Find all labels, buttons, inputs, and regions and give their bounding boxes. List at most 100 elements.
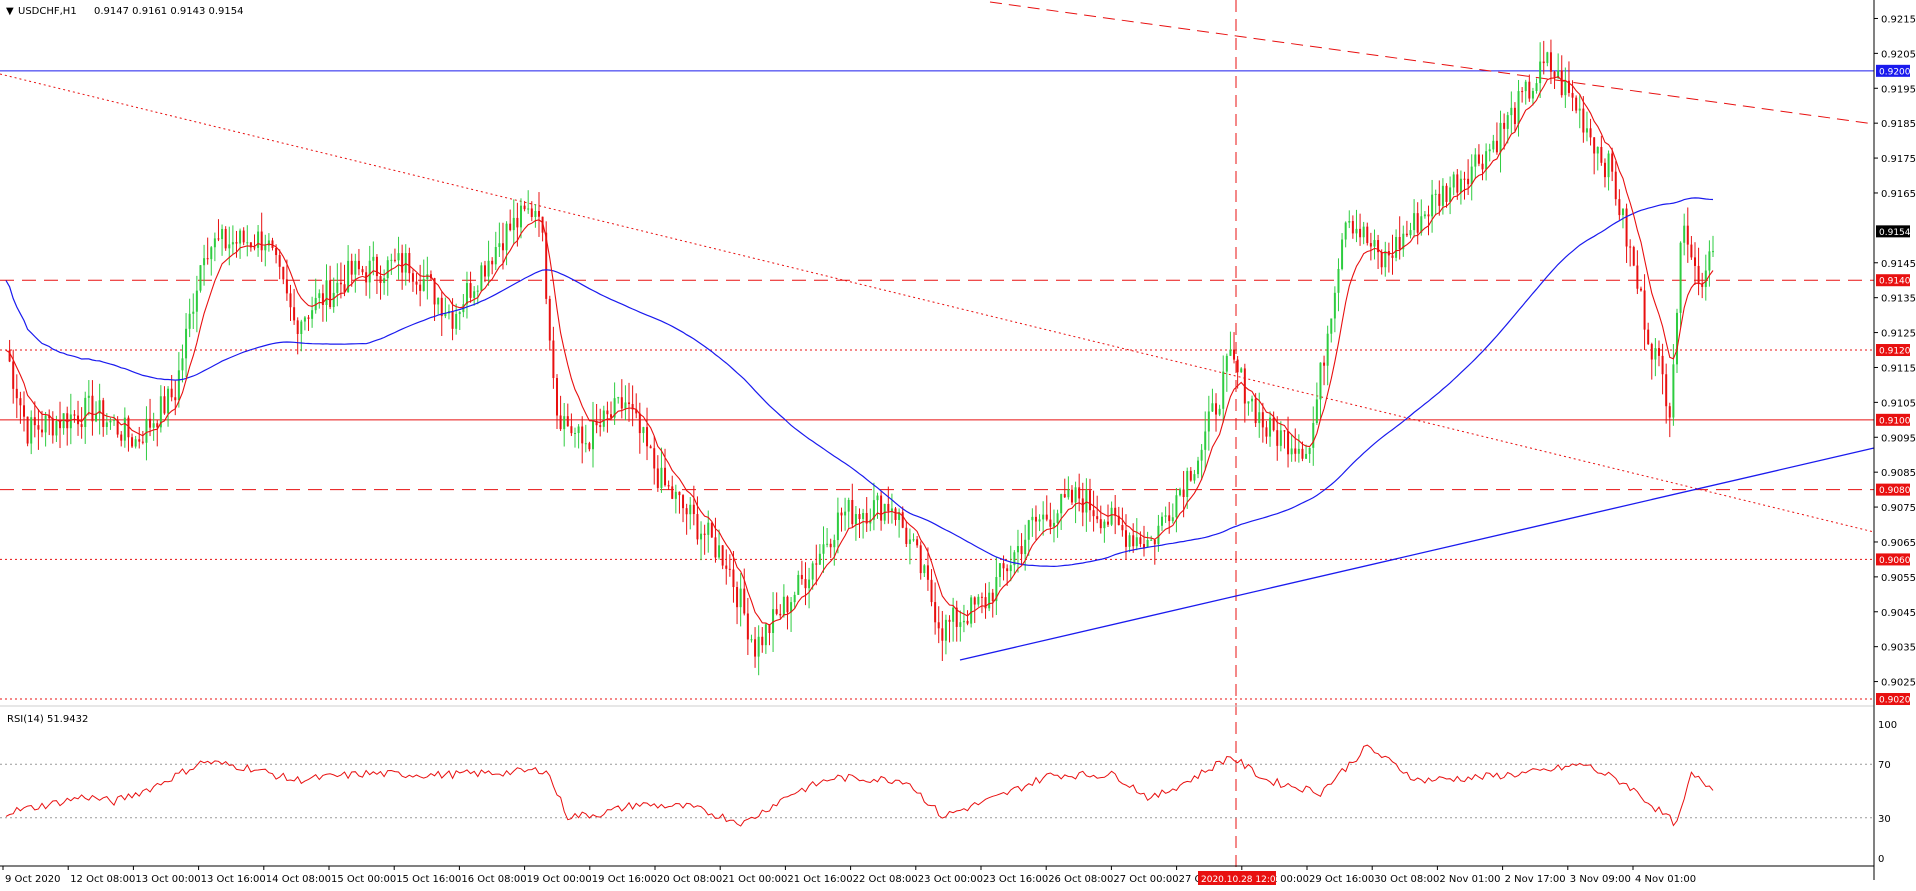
time-tick-label: 23 Oct 16:00 <box>983 874 1048 885</box>
symbol-label: USDCHF,H1 <box>18 6 77 17</box>
candle-body <box>1668 406 1671 418</box>
candle-body <box>923 565 926 574</box>
candle-body <box>919 545 922 574</box>
candle-body <box>516 217 519 228</box>
price-tick-label: 0.9115 <box>1881 363 1916 374</box>
candle-body <box>624 402 627 409</box>
candle-body <box>1697 265 1700 284</box>
candle-body <box>559 415 562 430</box>
candle-body <box>404 253 407 273</box>
trend-line[interactable] <box>989 1 1875 125</box>
time-tick-label: 4 Nov 01:00 <box>1635 874 1696 885</box>
candle-body <box>19 398 22 406</box>
candle-body <box>689 504 692 515</box>
candle-body <box>595 421 598 426</box>
candle-body <box>1366 226 1369 244</box>
time-tick-label: 16 Oct 08:00 <box>461 874 526 885</box>
candle-body <box>354 260 357 275</box>
candle-body <box>1269 417 1272 437</box>
candle-body <box>55 421 58 436</box>
candle-body <box>1517 91 1520 125</box>
candle-body <box>847 499 850 512</box>
candle-body <box>1088 490 1091 511</box>
candle-body <box>206 258 209 260</box>
candle-body <box>275 248 278 256</box>
candle-body <box>419 284 422 291</box>
rsi-title: RSI(14) 51.9432 <box>7 714 88 725</box>
candle-body <box>1585 128 1588 133</box>
candle-body <box>1369 243 1372 247</box>
candle-body <box>653 448 656 469</box>
candle-body <box>797 574 800 595</box>
price-tick-label: 0.9055 <box>1881 573 1916 584</box>
horizontal-levels <box>0 0 1874 880</box>
candle-body <box>1477 154 1480 164</box>
candle-body <box>1157 525 1160 545</box>
candle-body <box>300 321 303 334</box>
candle-body <box>30 417 33 444</box>
candle-body <box>498 243 501 248</box>
candle-body <box>1405 233 1408 236</box>
candle-body <box>73 414 76 416</box>
candle-body <box>368 260 371 283</box>
price-tick-label: 0.9195 <box>1881 84 1916 95</box>
candle-body <box>149 418 152 428</box>
candle-body <box>174 397 177 401</box>
candle-body <box>574 433 576 435</box>
rsi-panel: 100 70 30 0 <box>0 705 1897 865</box>
candle-body <box>203 258 206 266</box>
candle-body <box>1650 344 1653 360</box>
time-tick-label: 19 Oct 16:00 <box>592 874 657 885</box>
candle-body <box>1575 97 1578 111</box>
candle-body <box>782 596 785 616</box>
time-tick-label: 9 Oct 2020 <box>5 874 60 885</box>
candle-body <box>138 439 141 442</box>
candle-body <box>1413 213 1416 231</box>
candle-body <box>865 513 868 524</box>
candle-body <box>674 491 677 499</box>
candle-body <box>584 443 587 445</box>
candle-body <box>1319 362 1322 400</box>
candle-body <box>437 297 440 305</box>
candle-body <box>390 259 393 261</box>
candle-body <box>710 522 713 538</box>
candle-body <box>1438 193 1441 206</box>
candle-body <box>721 545 724 566</box>
candle-body <box>433 278 436 305</box>
candle-body <box>1431 194 1434 217</box>
candle-body <box>509 223 512 231</box>
candle-body <box>512 217 515 231</box>
candle-body <box>145 418 148 443</box>
candles <box>8 39 1714 676</box>
candle-body <box>1179 489 1182 496</box>
candle-body <box>1510 107 1513 116</box>
collapse-arrow-icon[interactable]: ▼ <box>6 6 14 17</box>
candle-body <box>548 298 551 341</box>
candle-body <box>1297 448 1300 454</box>
candle-body <box>941 628 944 641</box>
candle-body <box>260 231 263 251</box>
candle-body <box>854 514 857 525</box>
candle-body <box>1398 236 1401 250</box>
trend-line[interactable] <box>959 447 1875 661</box>
candle-body <box>1146 539 1149 548</box>
candle-body <box>858 514 861 520</box>
candle-body <box>221 228 224 240</box>
candle-body <box>1445 185 1448 202</box>
candle-body <box>332 292 335 308</box>
candle-body <box>1589 128 1592 138</box>
rsi-line <box>5 744 1714 827</box>
candle-body <box>966 620 969 624</box>
candle-body <box>379 276 382 283</box>
candle-body <box>1240 368 1243 373</box>
candle-body <box>491 260 494 265</box>
slow-moving-average <box>5 197 1714 568</box>
candle-body <box>793 594 796 603</box>
cursor-time-tag <box>1198 871 1276 885</box>
candle-body <box>1539 61 1542 84</box>
candle-body <box>1441 185 1444 206</box>
candle-body <box>916 539 919 546</box>
price-tick-label: 0.9135 <box>1881 294 1916 305</box>
trend-line[interactable] <box>0 73 1875 533</box>
